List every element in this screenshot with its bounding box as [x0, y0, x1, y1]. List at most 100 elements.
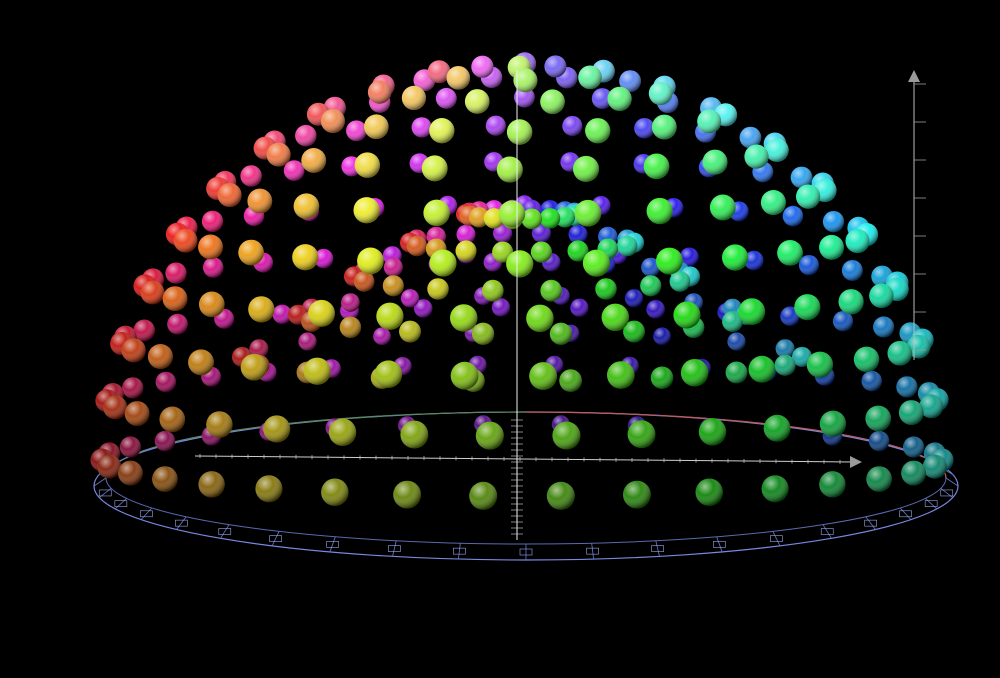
hue-ring-tick [655, 540, 660, 557]
hue-ring-tick-label-box [98, 489, 112, 497]
color-sphere-highlight [421, 155, 448, 182]
color-sphere-highlight [364, 114, 389, 139]
color-sphere-highlight [619, 70, 641, 92]
color-sphere-highlight [794, 294, 821, 321]
color-sphere-highlight [506, 119, 533, 145]
color-sphere-highlight [822, 211, 845, 233]
color-sphere-highlight [295, 124, 317, 147]
hue-ring-tick-label-box [770, 535, 783, 542]
color-sphere-highlight [493, 223, 513, 243]
color-sphere-highlight [744, 250, 764, 271]
hue-ring-tick [93, 477, 107, 487]
color-sphere-highlight [199, 291, 225, 318]
color-sphere-highlight [873, 316, 895, 338]
color-sphere-highlight [763, 414, 791, 442]
hue-ring-tick [925, 498, 938, 510]
color-sphere-highlight [903, 436, 925, 458]
color-sphere-highlight [450, 361, 479, 390]
color-sphere-highlight [167, 313, 188, 335]
color-sphere-highlight [411, 117, 432, 138]
color-sphere-highlight [695, 478, 723, 506]
color-sphere-highlight [201, 210, 224, 232]
color-sphere-highlight [217, 183, 242, 207]
color-sphere-highlight [656, 247, 683, 275]
color-sphere-highlight [198, 234, 223, 260]
hue-ring-tick [392, 540, 397, 557]
color-sphere-highlight [540, 279, 562, 302]
horizontal-axis-ticks [199, 454, 841, 464]
hue-ring-tick-label-box [924, 500, 938, 507]
color-sphere-highlight [249, 339, 269, 359]
color-sphere-highlight [376, 302, 404, 330]
color-sphere-highlight [819, 471, 846, 498]
color-sphere-highlight [482, 279, 504, 302]
color-sphere-highlight [406, 235, 427, 257]
hue-ring-tick [176, 438, 187, 443]
color-sphere-highlight [450, 304, 478, 332]
color-sphere-highlight [328, 418, 357, 446]
color-sphere-highlight [414, 299, 433, 318]
color-sphere-highlight [623, 320, 645, 343]
hue-ring-tick [220, 524, 230, 539]
color-sphere-highlight [471, 55, 494, 78]
color-sphere-highlight [607, 361, 635, 389]
color-sphere-highlight [530, 241, 552, 263]
color-sphere-highlight [496, 156, 523, 183]
color-sphere-highlight [539, 208, 561, 229]
color-sphere-highlight [97, 454, 122, 479]
color-sphere-highlight [353, 197, 380, 224]
hue-ring-tick [114, 498, 127, 510]
color-sphere-highlight [673, 301, 701, 329]
right-vertical-axis-ticks [914, 83, 926, 351]
color-sphere-highlight [796, 184, 821, 209]
color-sphere-highlight [346, 120, 367, 141]
color-sphere-highlight [165, 262, 187, 284]
color-sphere-highlight [744, 144, 769, 169]
hue-ring-tick [140, 447, 152, 453]
hue-ring-tick [716, 536, 723, 553]
color-sphere-highlight [702, 149, 728, 175]
color-sphere-highlight [640, 275, 662, 297]
color-sphere-highlight [845, 229, 870, 253]
color-sphere-highlight [283, 160, 305, 181]
color-sphere-highlight [573, 155, 599, 182]
color-sphere-highlight [354, 152, 380, 178]
hue-ring-tick-label-box [519, 548, 533, 556]
right-vertical-axis-arrow-icon [908, 70, 920, 82]
hue-ring-tick [899, 507, 912, 520]
color-sphere-highlight [760, 190, 786, 215]
color-sphere-highlight [400, 289, 420, 308]
color-sphere-highlight [152, 466, 178, 492]
hue-ring-tick [458, 543, 461, 560]
color-sphere-highlight [798, 255, 819, 275]
hue-ring-tick-label-box [864, 519, 877, 527]
hue-ring-tick [271, 531, 280, 547]
color-sphere-highlight [427, 278, 449, 300]
color-spheres [90, 52, 954, 510]
color-sphere-highlight [562, 115, 583, 136]
color-sphere-highlight [206, 411, 233, 438]
color-sphere-highlight [782, 205, 804, 227]
color-sphere-highlight [906, 334, 931, 359]
color-sphere-highlight [832, 311, 854, 332]
color-sphere-highlight [607, 86, 632, 111]
hue-ring-tick [865, 516, 876, 530]
color-sphere-highlight [567, 240, 589, 262]
color-sphere-highlight [648, 81, 673, 106]
color-sphere-highlight [624, 289, 644, 308]
hue-ring-tick [945, 477, 959, 487]
color-sphere-highlight [790, 166, 813, 189]
color-sphere-highlight [272, 304, 292, 324]
color-sphere-highlight [574, 199, 602, 227]
color-sphere-highlight [546, 481, 575, 510]
color-sphere-highlight [526, 304, 554, 332]
color-sphere-highlight [341, 293, 360, 312]
color-sphere-highlight [399, 320, 421, 343]
color-sphere-highlight [617, 235, 638, 257]
color-sphere-highlight [601, 303, 629, 331]
hue-ring-tick-label-box [453, 547, 466, 555]
color-sphere-highlight [367, 80, 392, 104]
color-sphere-highlight [498, 200, 526, 228]
color-sphere-highlight [838, 289, 864, 315]
